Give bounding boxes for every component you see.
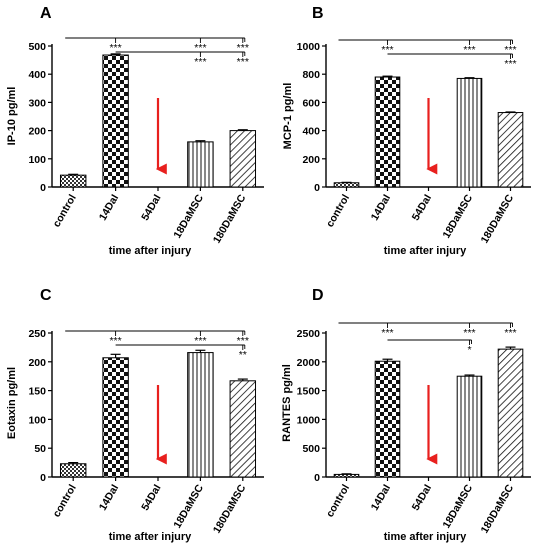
bar (229, 130, 257, 188)
x-axis-title: time after injury (109, 245, 192, 257)
x-tick-label: 180DaMSC (479, 192, 517, 245)
y-tick-label: 500 (28, 41, 46, 53)
significance-mark: *** (504, 58, 516, 70)
bar (374, 360, 401, 478)
y-tick-label: 500 (302, 443, 320, 455)
y-tick-label: 0 (314, 472, 320, 484)
significance-mark: *** (194, 335, 206, 347)
y-axis-title: IP-10 pg/ml (6, 87, 18, 146)
significance-mark: *** (194, 42, 206, 54)
y-tick-label: 2500 (297, 328, 321, 340)
x-tick-label: 18DaMSC (171, 482, 206, 530)
significance-mark: *** (237, 56, 249, 68)
bar (456, 77, 483, 188)
y-tick-label: 0 (40, 472, 46, 484)
significance-mark: ** (239, 349, 247, 361)
bar (187, 141, 214, 188)
plot-area: 0 500 1000 1500 2000 2500 control 14DaI 54DaI 18D… (297, 322, 531, 536)
x-tick-label: 180DaMSC (211, 482, 249, 535)
x-tick-label: 54DaI (139, 192, 163, 222)
panel-c: C Eotaxin pg/ml time after injury 0 50 100… (6, 287, 264, 543)
plot-area: 0 50 100 150 200 250 control 14DaI 54DaI 18DaMSC 1… (28, 328, 264, 536)
x-tick-label: 14DaI (369, 482, 393, 512)
bar (333, 473, 360, 478)
x-tick-label: 14DaI (369, 192, 393, 222)
significance-mark: *** (237, 42, 249, 54)
x-tick-label: control (51, 482, 79, 519)
x-axis-title: time after injury (109, 531, 192, 543)
bar (374, 76, 401, 188)
x-tick-label: 54DaI (139, 482, 163, 512)
y-tick-label: 2000 (297, 357, 321, 369)
y-tick-label: 50 (34, 443, 46, 455)
significance-mark: * (467, 344, 471, 356)
panel-b: B MCP-1 pg/ml time after injury 0 200 400 6… (282, 5, 531, 257)
significance-mark: *** (381, 44, 393, 56)
x-tick-label: control (324, 192, 352, 229)
y-tick-label: 100 (28, 154, 46, 166)
bar (333, 182, 360, 188)
bar (102, 54, 129, 188)
y-tick-label: 200 (28, 126, 46, 138)
panel-label: A (40, 5, 52, 22)
bar (497, 348, 524, 478)
y-tick-label: 1500 (297, 386, 321, 398)
panel-d: D RANTES pg/ml time after injury 0 500 100… (281, 287, 531, 543)
y-tick-label: 150 (28, 386, 46, 398)
significance-mark: *** (381, 327, 393, 339)
y-tick-label: 100 (28, 414, 46, 426)
bar (229, 380, 257, 478)
y-tick-label: 0 (314, 182, 320, 194)
plot-area: 0 100 200 300 400 500 control 14DaI 54DaI 18DaMSC… (28, 37, 264, 246)
bar (497, 112, 524, 188)
x-tick-label: 14DaI (97, 482, 121, 512)
significance-mark: *** (463, 327, 475, 339)
significance-mark: *** (109, 42, 121, 54)
plot-area: 0 200 400 600 800 1000 control 14DaI 54DaI 18DaMS… (297, 39, 531, 246)
x-tick-label: 18DaMSC (440, 192, 475, 240)
y-tick-label: 200 (28, 357, 46, 369)
y-tick-label: 1000 (297, 41, 321, 53)
panel-label: B (312, 5, 324, 22)
bar (59, 463, 87, 478)
x-tick-label: 180DaMSC (479, 482, 517, 535)
y-tick-label: 800 (302, 69, 320, 81)
bar (456, 375, 483, 478)
x-axis-title: time after injury (384, 531, 467, 543)
significance-mark: *** (463, 44, 475, 56)
y-tick-label: 400 (28, 69, 46, 81)
y-axis-title: MCP-1 pg/ml (282, 83, 294, 150)
bar (59, 174, 87, 188)
significance-mark: *** (237, 335, 249, 347)
y-tick-label: 400 (302, 126, 320, 138)
x-tick-label: 54DaI (410, 192, 434, 222)
panel-label: D (312, 287, 324, 304)
x-tick-label: 54DaI (410, 482, 434, 512)
panel-a: A IP-10 pg/ml time after injury 0 100 200 3… (6, 5, 264, 257)
x-tick-label: control (51, 192, 79, 229)
y-tick-label: 300 (28, 97, 46, 109)
y-axis-title: RANTES pg/ml (281, 364, 293, 442)
y-tick-label: 0 (40, 182, 46, 194)
significance-mark: *** (504, 327, 516, 339)
x-tick-label: 18DaMSC (171, 192, 206, 240)
x-axis-title: time after injury (384, 245, 467, 257)
y-axis-title: Eotaxin pg/ml (6, 367, 18, 439)
x-tick-label: control (324, 482, 352, 519)
x-tick-label: 180DaMSC (211, 192, 249, 245)
bar (102, 357, 129, 478)
panel-label: C (40, 287, 52, 304)
x-tick-label: 18DaMSC (440, 482, 475, 530)
y-tick-label: 250 (28, 328, 46, 340)
significance-mark: *** (109, 335, 121, 347)
significance-mark: *** (194, 56, 206, 68)
y-tick-label: 600 (302, 97, 320, 109)
bar (187, 352, 214, 478)
significance-mark: *** (504, 44, 516, 56)
x-tick-label: 14DaI (97, 192, 121, 222)
y-tick-label: 1000 (297, 414, 321, 426)
y-tick-label: 200 (302, 154, 320, 166)
